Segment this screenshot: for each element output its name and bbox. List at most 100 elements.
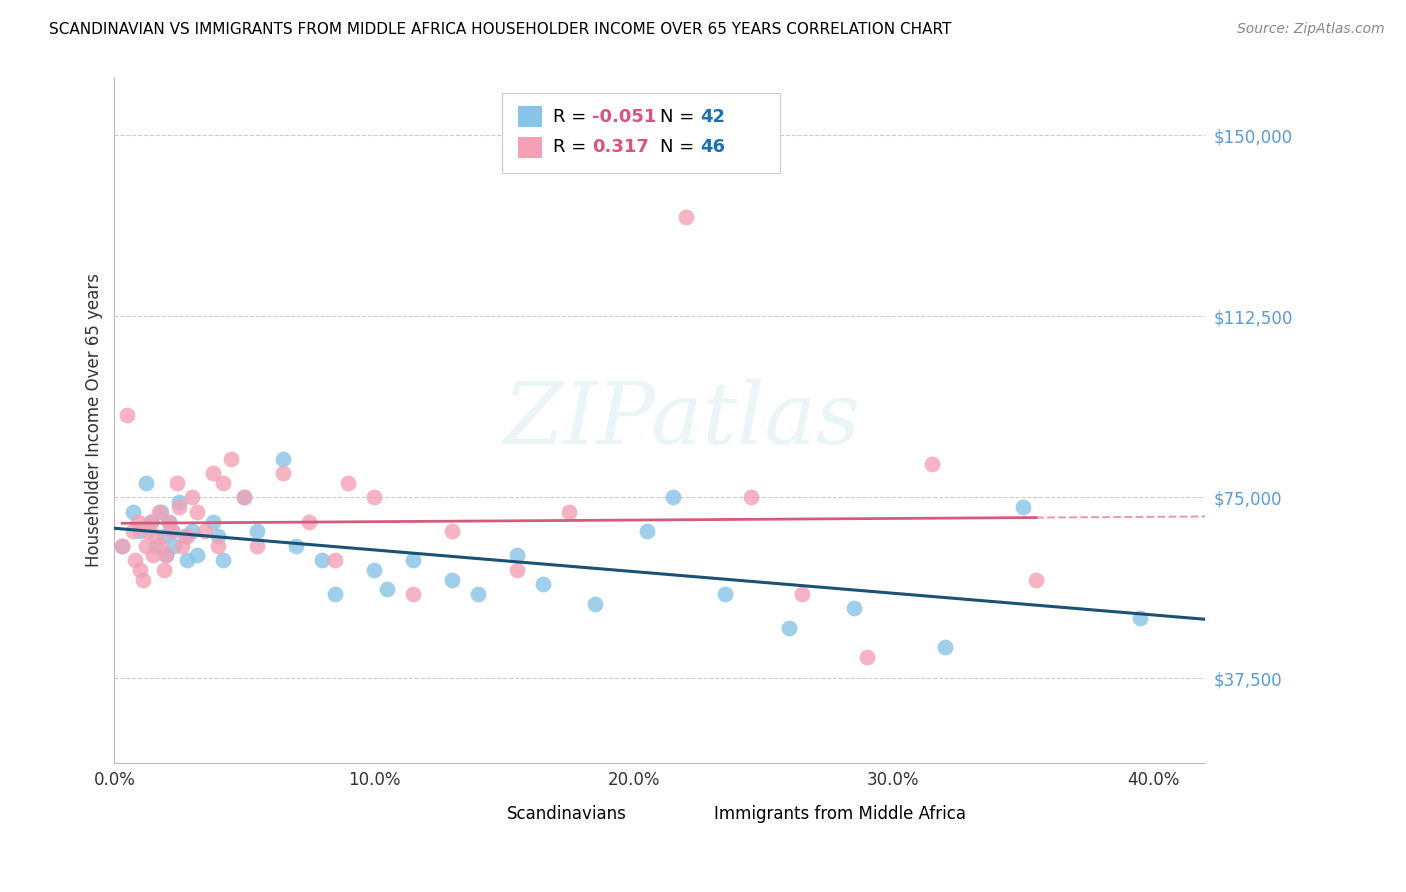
Point [181,524,204,539]
Point [323,587,346,601]
Point [207,539,229,553]
Point [157,515,180,529]
Point [1129,611,1152,625]
Text: R =: R = [553,108,592,126]
Point [675,211,697,225]
Text: Immigrants from Middle Africa: Immigrants from Middle Africa [714,805,966,823]
Point [1012,500,1035,514]
Point [129,524,152,539]
Point [135,539,157,553]
Point [155,549,177,563]
Point [298,515,321,529]
Point [740,491,762,505]
Point [792,587,814,601]
Text: 0.317: 0.317 [592,138,650,156]
Point [163,539,186,553]
Point [661,491,683,505]
Point [219,451,242,466]
Point [148,505,170,519]
Point [246,524,269,539]
Point [856,649,879,664]
Point [233,491,256,505]
Point [139,515,162,529]
Point [844,601,866,615]
Point [440,524,463,539]
Point [145,539,167,553]
Point [181,491,204,505]
Text: -0.051: -0.051 [592,108,657,126]
Point [202,515,225,529]
FancyBboxPatch shape [682,805,706,824]
Point [136,524,159,539]
Point [934,640,956,654]
Point [440,573,463,587]
Point [323,553,346,567]
Point [921,457,943,471]
Point [170,539,193,553]
Point [636,524,658,539]
Point [124,553,146,567]
Point [117,409,139,423]
Point [173,529,195,543]
Text: SCANDINAVIAN VS IMMIGRANTS FROM MIDDLE AFRICA HOUSEHOLDER INCOME OVER 65 YEARS C: SCANDINAVIAN VS IMMIGRANTS FROM MIDDLE A… [49,22,952,37]
Point [152,563,174,577]
FancyBboxPatch shape [502,93,779,173]
Point [233,491,256,505]
Point [150,505,173,519]
Point [1025,573,1047,587]
Text: 42: 42 [700,108,725,126]
Text: Scandinavians: Scandinavians [508,805,627,823]
Point [212,475,235,490]
Point [337,475,360,490]
Point [150,539,173,553]
Point [129,563,152,577]
Point [271,451,294,466]
Point [246,539,269,553]
Point [506,563,529,577]
Point [583,597,606,611]
Point [531,577,554,591]
Point [202,467,225,481]
Point [157,515,180,529]
Point [127,515,149,529]
Point [142,549,165,563]
Point [467,587,489,601]
Point [186,549,208,563]
Point [155,549,177,563]
FancyBboxPatch shape [517,137,541,158]
Point [311,553,333,567]
Point [166,475,188,490]
Point [375,582,398,597]
Point [121,505,143,519]
Point [139,515,162,529]
Point [135,475,157,490]
Point [111,539,134,553]
Point [363,563,385,577]
Point [186,505,208,519]
Point [152,529,174,543]
Point [778,621,800,635]
Point [176,529,198,543]
Point [558,505,581,519]
Text: 46: 46 [700,138,725,156]
Text: N =: N = [659,108,700,126]
Point [160,524,183,539]
Point [132,573,155,587]
FancyBboxPatch shape [474,805,498,824]
Point [402,587,425,601]
Point [169,500,191,514]
Text: ZIPatlas: ZIPatlas [503,379,860,461]
Point [194,524,217,539]
Text: N =: N = [659,138,700,156]
Point [271,467,294,481]
Point [713,587,735,601]
Point [111,539,134,553]
Point [506,549,529,563]
Point [402,553,425,567]
Point [121,524,143,539]
Text: R =: R = [553,138,592,156]
Point [145,529,167,543]
Y-axis label: Householder Income Over 65 years: Householder Income Over 65 years [86,273,103,567]
Point [212,553,235,567]
FancyBboxPatch shape [517,106,541,127]
